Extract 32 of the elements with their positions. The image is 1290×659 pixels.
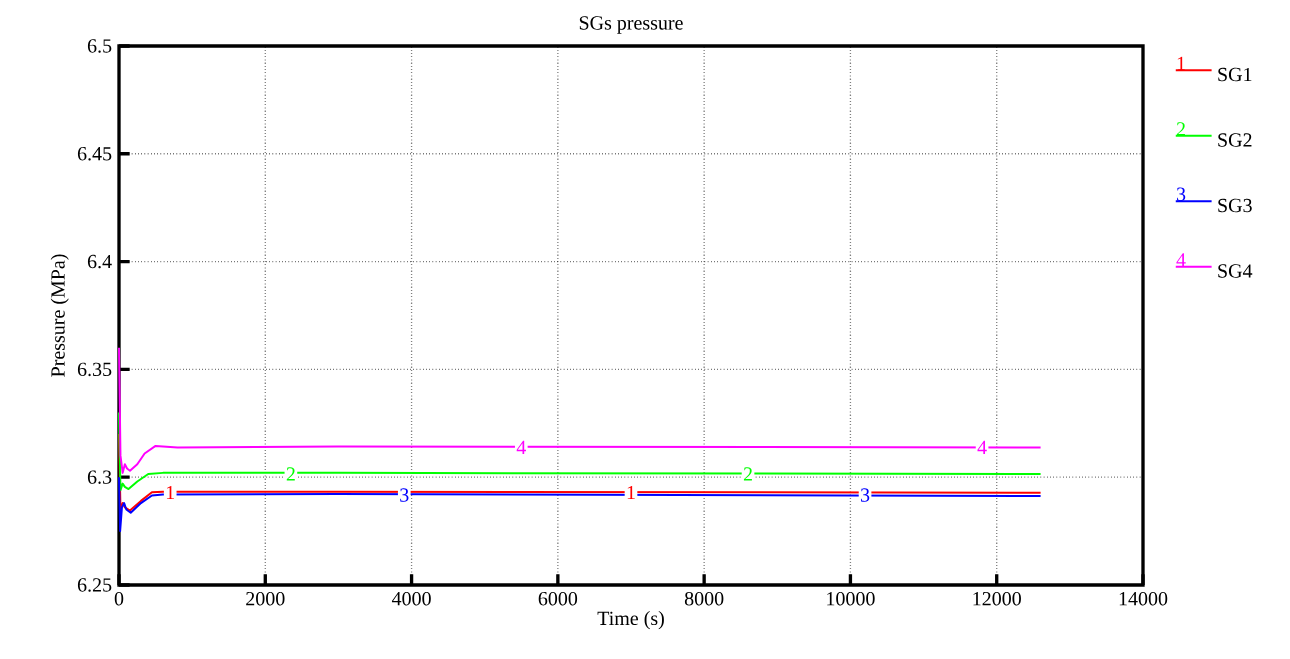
text: 3 <box>1176 187 1186 201</box>
text: 1 <box>1177 56 1185 70</box>
y-tick-label: 6.45 <box>77 147 112 161</box>
y-tick-label: 6.5 <box>87 39 112 53</box>
x-tick-label: 0 <box>114 591 124 606</box>
x-tick-label: 6000 <box>538 591 578 606</box>
annotation: 1 <box>627 485 635 500</box>
annotation: 4 <box>977 440 987 455</box>
annotation: 3 <box>861 488 870 502</box>
x-tick-label: 10000 <box>827 591 875 606</box>
y-tick-label: 6.25 <box>77 578 112 592</box>
annotation: 1 <box>166 485 175 500</box>
x-tick-label: 14000 <box>1119 591 1168 606</box>
annotation: 3 <box>400 488 409 502</box>
legend-label: SG4 <box>1218 264 1253 278</box>
x-axis-title: Time (s) <box>597 611 664 630</box>
x-tick-label: 12000 <box>973 591 1021 606</box>
annotation: 2 <box>286 467 295 481</box>
legend-label: SG1 <box>1218 67 1252 82</box>
annotation: 2 <box>743 467 752 481</box>
legend-label: SG3 <box>1218 198 1252 213</box>
legend-label: SG2 <box>1218 133 1252 147</box>
y-tick-label: 6.35 <box>77 362 112 377</box>
x-tick-label: 2000 <box>246 591 285 606</box>
chart-title: SGs pressure <box>579 16 683 34</box>
x-tick-label: 4000 <box>391 591 431 606</box>
text: 4 <box>1176 253 1186 267</box>
annotation: 4 <box>516 440 526 455</box>
y-tick-label: 6.3 <box>87 470 112 484</box>
y-axis-title: Pressure (MPa) <box>50 254 69 377</box>
x-tick-label: 8000 <box>684 591 724 606</box>
y-tick-label: 6.4 <box>87 254 112 269</box>
